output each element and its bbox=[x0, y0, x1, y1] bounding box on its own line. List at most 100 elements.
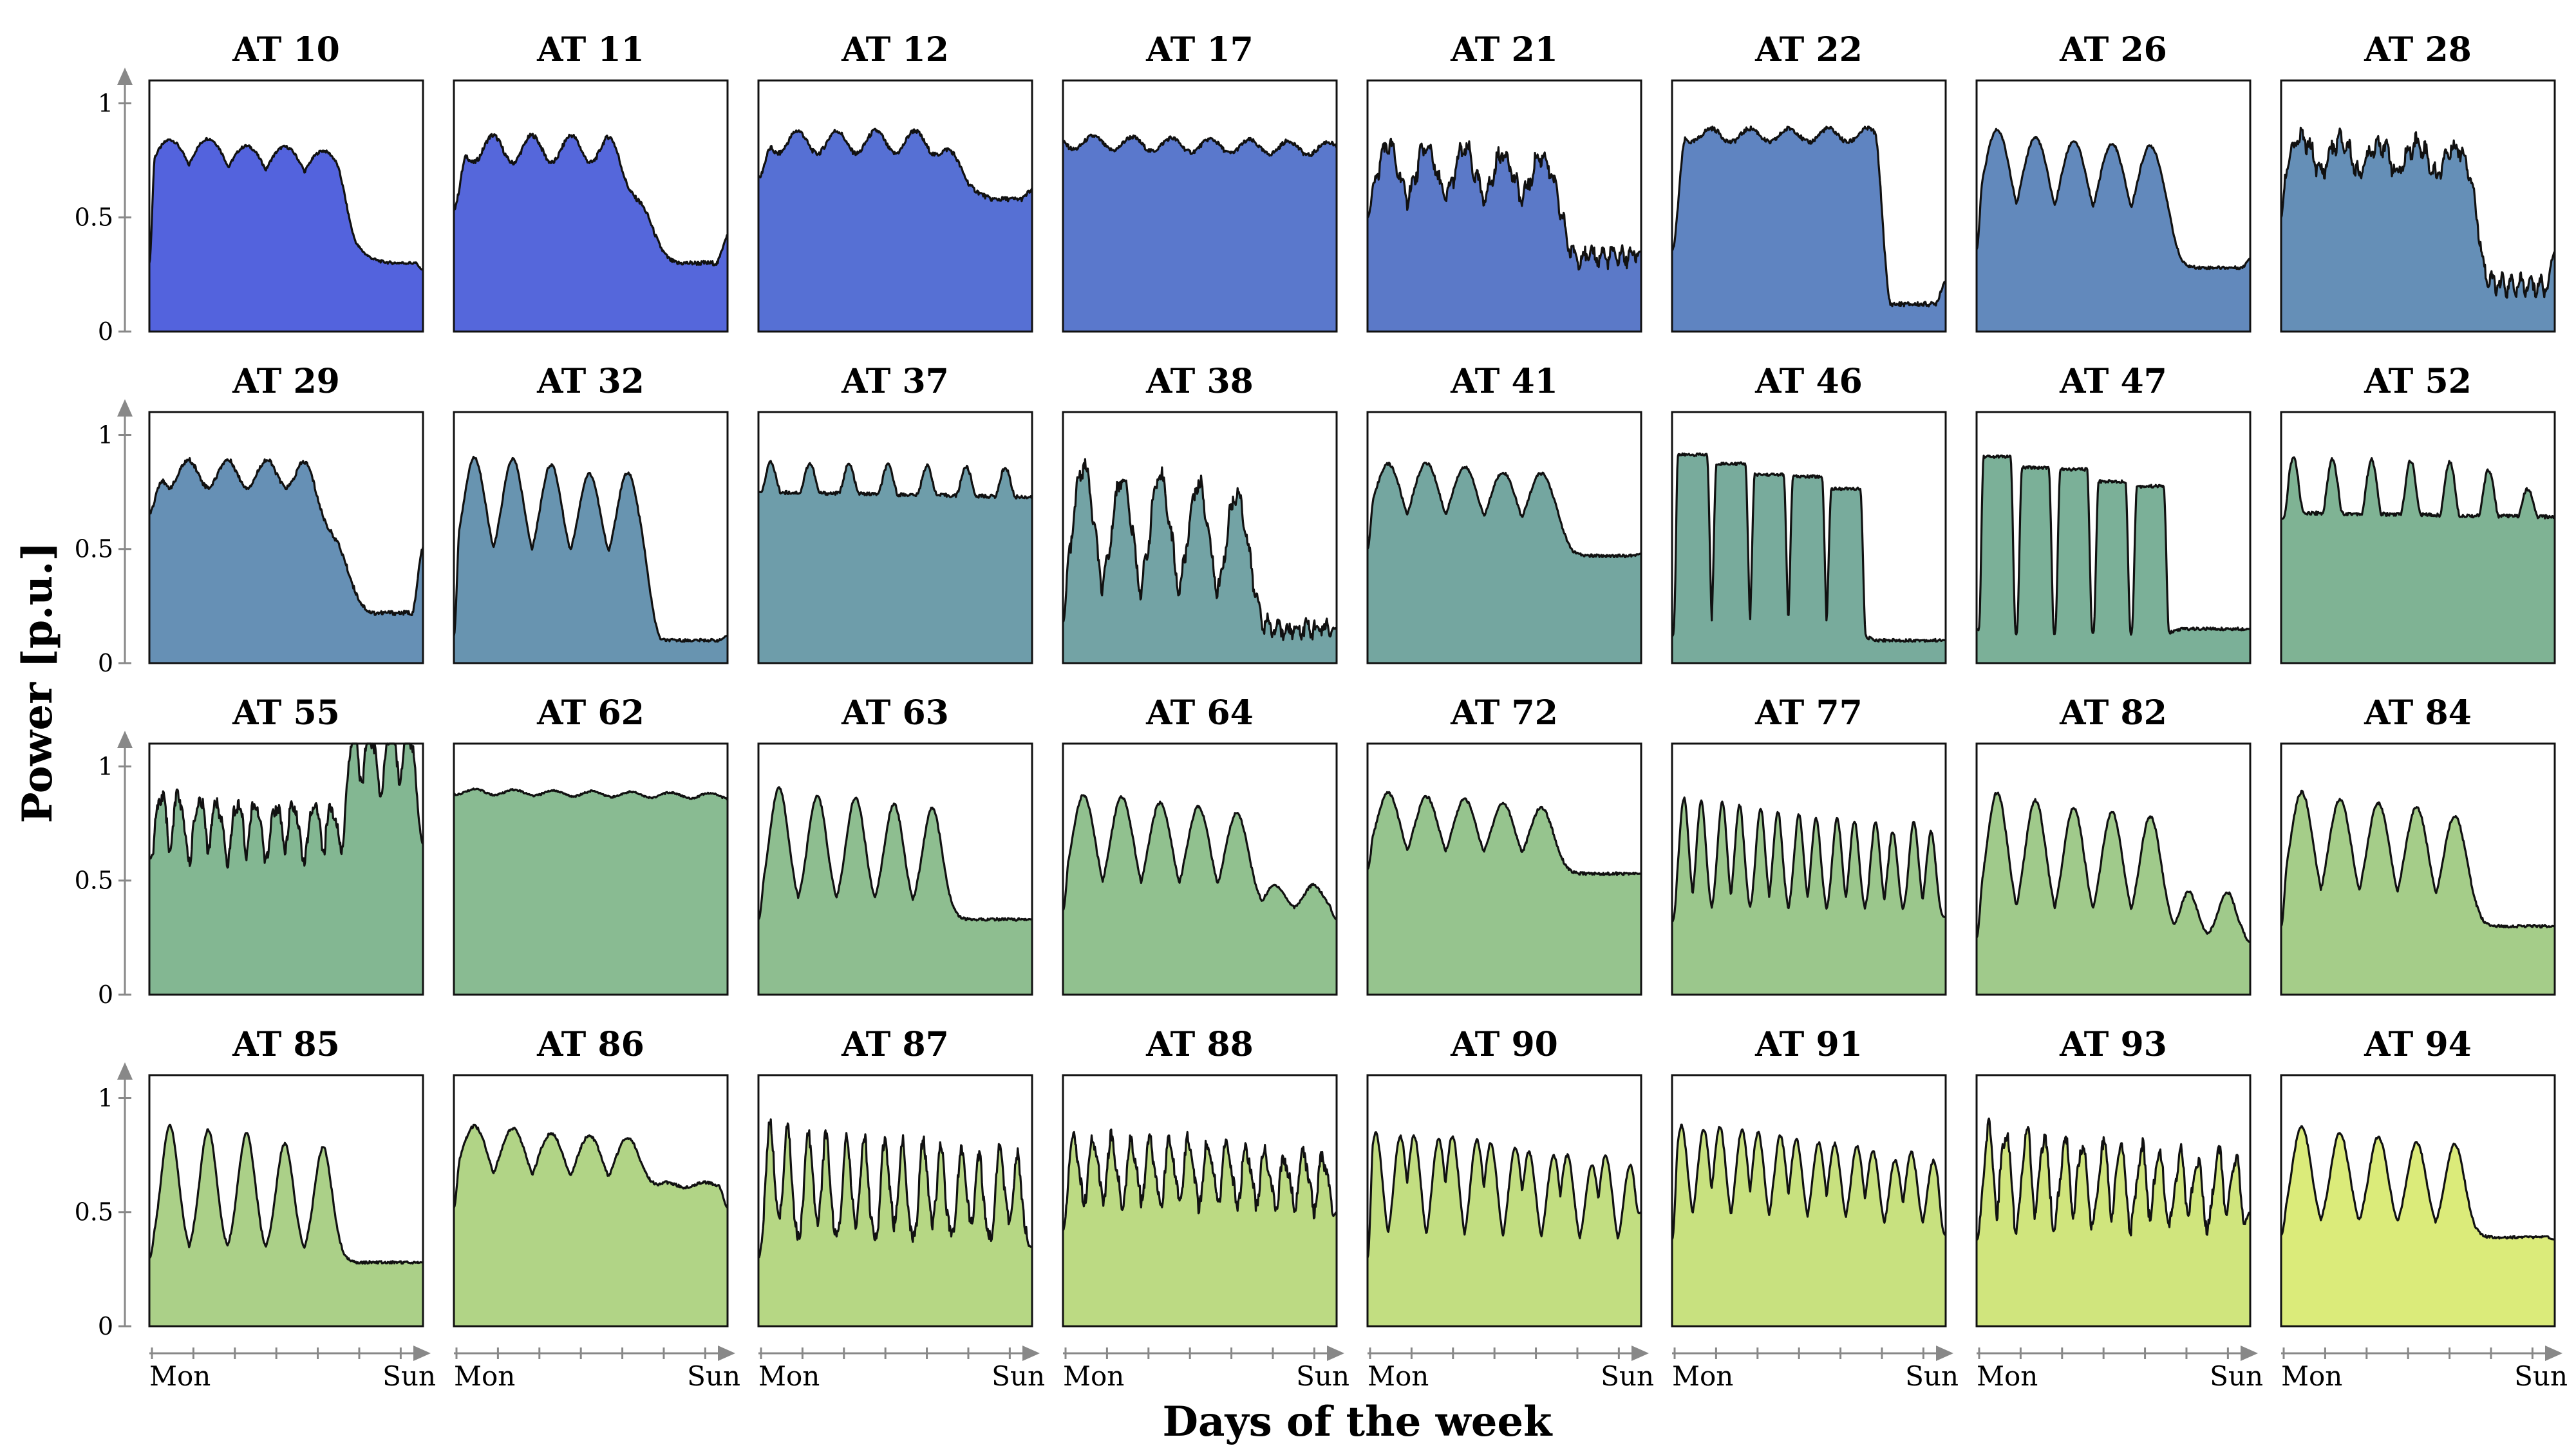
panel-frame bbox=[1062, 742, 1338, 996]
panel-frame bbox=[1671, 742, 1947, 996]
panel-frame bbox=[1366, 1074, 1642, 1328]
panel-area bbox=[2281, 127, 2555, 332]
panel-at-26: AT 26 bbox=[1975, 30, 2252, 333]
panel-line bbox=[453, 1123, 728, 1209]
x-end-label: Sun bbox=[2514, 1360, 2568, 1392]
panel-line bbox=[2280, 456, 2555, 521]
panel-frame bbox=[148, 79, 424, 333]
y-tick-label: 0.5 bbox=[75, 535, 113, 563]
panel-frame bbox=[757, 1074, 1033, 1328]
panel-at-87: AT 87 Mon Sun bbox=[757, 1025, 1045, 1392]
x-start-label: Mon bbox=[149, 1360, 211, 1392]
panel-at-62: AT 62 bbox=[453, 693, 729, 996]
panel-at-72: AT 72 bbox=[1366, 693, 1642, 996]
panel-at-17: AT 17 bbox=[1062, 30, 1338, 333]
panel-line bbox=[1976, 454, 2251, 636]
panel-at-21: AT 21 bbox=[1366, 30, 1642, 333]
panel-frame bbox=[1975, 1074, 2252, 1328]
panel-title: AT 26 bbox=[2059, 30, 2167, 70]
panel-line bbox=[1062, 458, 1337, 641]
y-tick-label: 1 bbox=[98, 89, 113, 117]
panel-area bbox=[1063, 795, 1337, 995]
panel-frame bbox=[757, 742, 1033, 996]
panel-line bbox=[148, 136, 424, 271]
panel-at-82: AT 82 bbox=[1975, 693, 2252, 996]
panel-area bbox=[1368, 138, 1641, 332]
y-tick-label: 1 bbox=[98, 752, 113, 780]
x-start-label: Mon bbox=[758, 1360, 820, 1392]
panel-at-93: AT 93 Mon Sun bbox=[1975, 1025, 2263, 1392]
panel-frame bbox=[1671, 79, 1947, 333]
panel-area bbox=[1672, 1125, 1946, 1326]
panel-area bbox=[1977, 793, 2250, 995]
x-start-label: Mon bbox=[1368, 1360, 1429, 1392]
panel-frame bbox=[1975, 411, 2252, 664]
panel-title: AT 82 bbox=[2059, 693, 2167, 733]
panel-at-41: AT 41 bbox=[1366, 362, 1642, 664]
panel-title: AT 90 bbox=[1450, 1025, 1558, 1064]
panel-title: AT 91 bbox=[1754, 1025, 1863, 1064]
panel-area bbox=[1977, 129, 2250, 332]
panel-at-38: AT 38 bbox=[1062, 362, 1338, 664]
panel-title: AT 28 bbox=[2364, 30, 2472, 70]
panel-area bbox=[1063, 1129, 1337, 1326]
y-tick-label: 0 bbox=[98, 981, 113, 1009]
panel-line bbox=[1976, 1117, 2251, 1241]
panel-line bbox=[1671, 796, 1946, 923]
y-tick-label: 0 bbox=[98, 317, 113, 346]
panel-line bbox=[758, 127, 1033, 203]
panel-line bbox=[758, 460, 1033, 500]
panel-area bbox=[2281, 791, 2555, 995]
panel-area bbox=[1063, 459, 1337, 663]
y-tick-label: 0 bbox=[98, 649, 113, 677]
panel-frame bbox=[1366, 742, 1642, 996]
panel-title: AT 72 bbox=[1450, 693, 1558, 733]
panel-line bbox=[757, 786, 1033, 922]
panel-line bbox=[453, 455, 728, 643]
panel-area bbox=[149, 744, 423, 995]
panel-title: AT 62 bbox=[536, 693, 644, 733]
panel-area bbox=[2281, 457, 2555, 663]
panel-frame bbox=[1975, 742, 2252, 996]
panel-frame bbox=[148, 1074, 424, 1328]
panel-area bbox=[758, 787, 1032, 995]
y-tick-label: 1 bbox=[98, 1084, 113, 1112]
panel-title: AT 52 bbox=[2364, 362, 2472, 401]
x-end-label: Sun bbox=[687, 1360, 740, 1392]
panel-at-32: AT 32 bbox=[453, 362, 729, 664]
panel-title: AT 11 bbox=[536, 30, 644, 70]
x-start-label: Mon bbox=[454, 1360, 515, 1392]
panel-area bbox=[1977, 1118, 2250, 1326]
panel-at-55: AT 55 0 0.5 1 bbox=[75, 693, 424, 1009]
panel-title: AT 93 bbox=[2059, 1025, 2167, 1064]
panel-frame bbox=[2280, 411, 2556, 664]
panel-frame bbox=[1062, 79, 1338, 333]
panel-frame bbox=[148, 742, 424, 996]
panel-at-28: AT 28 bbox=[2280, 30, 2556, 333]
panel-at-29: AT 29 0 0.5 1 bbox=[75, 362, 424, 677]
x-end-label: Sun bbox=[992, 1360, 1045, 1392]
panel-at-85: AT 85 0 0.5 1 Mon Sun bbox=[75, 1025, 436, 1392]
panel-line bbox=[1062, 1128, 1337, 1231]
y-tick-label: 0.5 bbox=[75, 1198, 113, 1226]
panel-frame bbox=[453, 1074, 729, 1328]
panel-title: AT 10 bbox=[232, 30, 340, 70]
panel-line bbox=[1975, 127, 2251, 270]
panel-frame bbox=[757, 411, 1033, 664]
panel-title: AT 94 bbox=[2364, 1025, 2472, 1064]
panel-line bbox=[1062, 794, 1337, 921]
panel-at-84: AT 84 bbox=[2280, 693, 2556, 996]
panel-line bbox=[1366, 1131, 1642, 1258]
panel-frame bbox=[757, 79, 1033, 333]
panel-line bbox=[1366, 462, 1642, 559]
panel-line bbox=[1671, 452, 1946, 643]
panel-frame bbox=[1062, 411, 1338, 664]
panel-line bbox=[758, 1118, 1033, 1259]
panel-at-12: AT 12 bbox=[757, 30, 1033, 333]
panel-line bbox=[1671, 1123, 1946, 1240]
y-tick-label: 0 bbox=[98, 1312, 113, 1340]
panel-title: AT 64 bbox=[1145, 693, 1254, 733]
panel-area bbox=[1672, 797, 1946, 995]
panel-area bbox=[454, 788, 728, 995]
